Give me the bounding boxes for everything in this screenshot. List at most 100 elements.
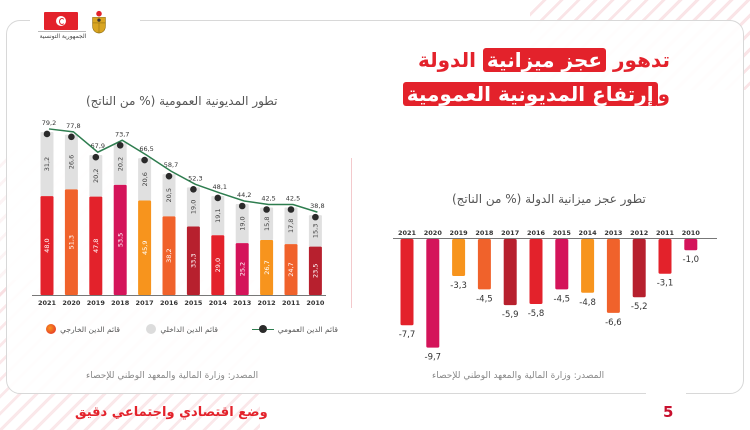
title-highlight: إرتفاع المديونية العمومية	[402, 82, 658, 106]
data-label-external: 26,7	[263, 260, 271, 274]
title-highlight: عجز ميزانية	[482, 48, 607, 72]
legend-item-external: قائم الدين الخارجي	[46, 324, 120, 334]
title-text: و	[657, 82, 670, 106]
total-debt-marker	[165, 172, 173, 180]
bar-domestic-debt	[235, 204, 249, 244]
x-tick-label: 2010	[306, 299, 325, 307]
country-label: الجمهورية التونسية	[39, 33, 87, 40]
data-label-total: 66,5	[139, 145, 153, 153]
bar-external-debt	[284, 244, 298, 295]
data-label: -6,6	[605, 318, 622, 328]
data-label-domestic: 20,5	[165, 188, 173, 202]
data-label-total: 58,7	[164, 161, 178, 169]
coat-of-arms-icon	[92, 10, 106, 34]
bar-external-debt	[40, 196, 54, 295]
data-label: -4,5	[476, 294, 493, 304]
section-title: وضع اقتصادي واجتماعي دقيق	[75, 405, 268, 420]
x-tick-label: 2018	[111, 299, 130, 307]
legend-label: قائم الدين الخارجي	[60, 324, 120, 334]
data-label: -5,8	[528, 309, 545, 319]
total-debt-marker	[116, 141, 124, 149]
x-tick-label: 2021	[38, 299, 57, 307]
data-label-domestic: 20,6	[141, 172, 149, 186]
data-label-domestic: 15,8	[263, 217, 271, 231]
bar-deficit	[426, 239, 440, 348]
x-tick-label: 2014	[579, 229, 598, 237]
data-label-domestic: 19,1	[214, 208, 222, 222]
bar-domestic-debt	[113, 143, 127, 185]
data-label-total: 42,5	[286, 195, 300, 203]
data-label: -5,2	[631, 302, 648, 312]
bar-external-debt	[235, 243, 249, 295]
bar-deficit	[658, 239, 672, 274]
data-label-domestic: 17,8	[287, 219, 295, 233]
bar-deficit	[555, 239, 569, 290]
data-label-external: 33,3	[190, 253, 198, 267]
data-label-total: 38,8	[310, 202, 324, 210]
bar-domestic-debt	[260, 207, 274, 241]
total-debt-marker	[92, 153, 100, 161]
data-label: -5,9	[502, 310, 519, 320]
x-tick-label: 2016	[160, 299, 179, 307]
data-label-total: 67,9	[91, 142, 105, 150]
data-label-domestic: 19,0	[238, 216, 246, 230]
data-label-external: 45,9	[141, 241, 149, 255]
total-debt-marker	[190, 186, 197, 193]
legend-label: قائم الدين الداخلي	[160, 324, 218, 334]
deficit-chart-source: المصدر: وزارة المالية والمعهد الوطني للإ…	[432, 371, 605, 381]
data-label-total: 77,8	[66, 122, 80, 130]
data-label-domestic: 26,6	[68, 155, 76, 169]
bar-domestic-debt	[308, 215, 322, 247]
bar-external-debt	[113, 184, 127, 295]
x-tick-label: 2013	[604, 229, 622, 237]
bar-external-debt	[162, 216, 176, 295]
total-debt-marker	[214, 194, 222, 202]
bar-deficit	[581, 239, 595, 293]
x-tick-label: 2011	[656, 229, 675, 237]
total-debt-marker	[287, 206, 295, 213]
data-label-domestic: 20,2	[92, 169, 100, 183]
data-label-external: 24,7	[287, 262, 295, 276]
bar-deficit	[606, 239, 620, 313]
total-debt-marker	[263, 206, 270, 213]
data-label-external: 47,8	[92, 239, 100, 253]
bar-deficit	[632, 239, 646, 298]
data-label-external: 25,2	[238, 262, 246, 276]
x-tick-label: 2020	[62, 299, 81, 307]
bar-deficit	[529, 239, 543, 304]
legend-label: قائم الدين العمومي	[277, 324, 338, 334]
debt-chart-title: تطور المديونية العمومية (% من الناتج)	[86, 94, 278, 108]
data-label-total: 48,1	[213, 183, 227, 191]
debt-chart-source: المصدر: وزارة المالية والمعهد الوطني للإ…	[86, 371, 259, 381]
data-label: -3,3	[450, 281, 467, 291]
x-tick-label: 2017	[501, 229, 519, 237]
title-text: الدولة	[417, 48, 483, 72]
bar-domestic-debt	[64, 134, 78, 190]
data-label: -4,8	[579, 298, 596, 308]
x-tick-label: 2010	[682, 229, 701, 237]
data-label-external: 23,5	[312, 264, 320, 278]
data-label-total: 73,7	[115, 130, 129, 138]
total-debt-line	[48, 128, 318, 213]
x-tick-label: 2012	[258, 299, 276, 307]
data-label-total: 79,2	[42, 119, 56, 127]
legend-item-total: قائم الدين العمومي	[251, 324, 338, 334]
bar-domestic-debt	[211, 195, 225, 236]
x-tick-label: 2015	[553, 229, 572, 237]
data-label: -3,1	[657, 279, 674, 289]
x-tick-label: 2013	[233, 299, 251, 307]
title-text: تدهور	[606, 48, 670, 72]
bar-external-debt	[260, 240, 274, 295]
line-marker-icon	[251, 324, 274, 334]
bar-domestic-debt	[186, 187, 200, 227]
bar-deficit	[503, 239, 517, 306]
deficit-chart-title: تطور عجز ميزانية الدولة (% من الناتج)	[452, 192, 646, 206]
data-label-domestic: 19,0	[190, 200, 198, 214]
total-debt-marker	[43, 130, 51, 138]
data-label: -1,0	[683, 255, 700, 265]
x-tick-label: 2021	[398, 229, 417, 237]
page-number: 5	[663, 403, 674, 421]
x-tick-label: 2011	[282, 299, 301, 307]
